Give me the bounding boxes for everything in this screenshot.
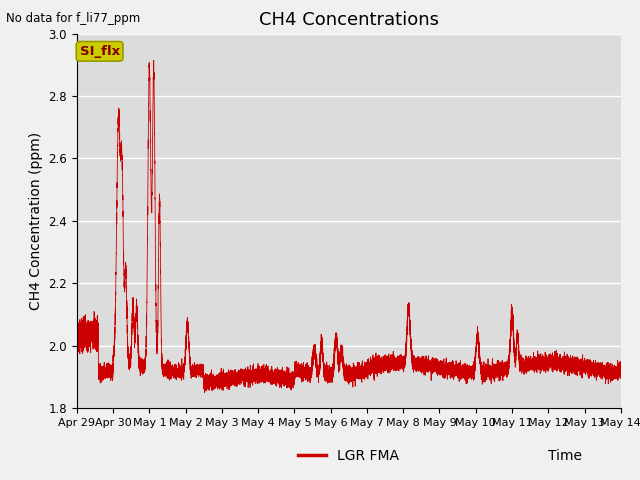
Y-axis label: CH4 Concentration (ppm): CH4 Concentration (ppm) (29, 132, 43, 310)
Line: LGR FMA: LGR FMA (77, 60, 621, 393)
Text: No data for f_li77_ppm: No data for f_li77_ppm (6, 12, 141, 25)
LGR FMA (546, 357, 554, 362)
LGR FMA (201, 390, 209, 396)
LGR FMA (609, 368, 617, 374)
Legend: LGR FMA: LGR FMA (293, 444, 405, 468)
Text: SI_flx: SI_flx (79, 45, 120, 58)
LGR FMA (616, 359, 623, 365)
LGR FMA (150, 58, 157, 63)
Text: Time: Time (548, 449, 582, 463)
LGR FMA (617, 370, 625, 375)
LGR FMA (420, 360, 428, 366)
LGR FMA (73, 332, 81, 338)
Title: CH4 Concentrations: CH4 Concentrations (259, 11, 439, 29)
LGR FMA (561, 365, 568, 371)
LGR FMA (317, 345, 325, 350)
